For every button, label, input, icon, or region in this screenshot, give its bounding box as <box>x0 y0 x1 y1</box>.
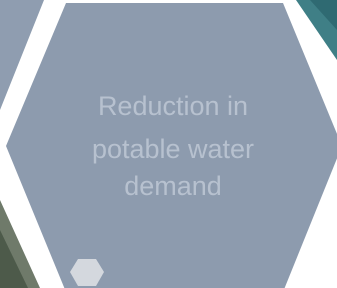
slide-fragment: Reduction in potable water demand <box>0 0 337 288</box>
page: {"hexagon": {"label_lines": ["Reduction … <box>0 0 337 288</box>
hexagon-label-line: potable water <box>92 134 254 164</box>
hexagon-label-line: demand <box>124 171 222 201</box>
hexagon-label-line: Reduction in <box>98 91 248 121</box>
